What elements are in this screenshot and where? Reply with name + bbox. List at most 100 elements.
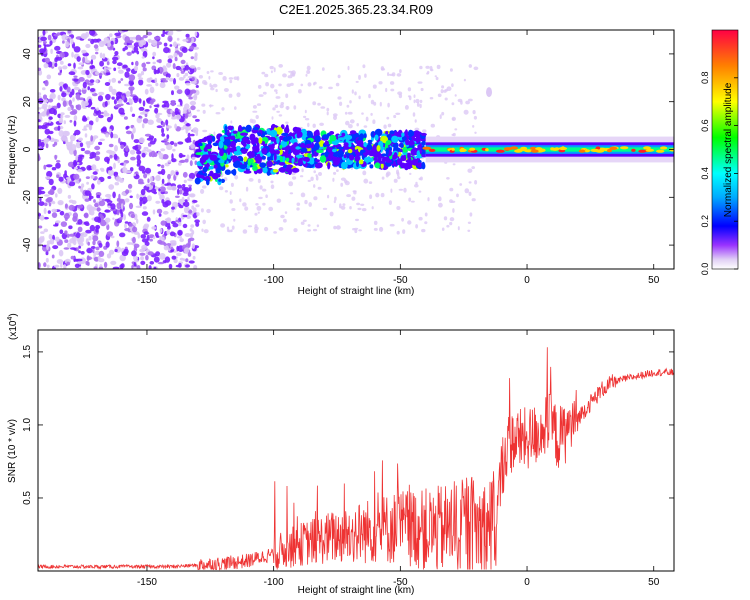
noise-blob — [164, 183, 169, 186]
band-blob — [213, 164, 218, 169]
band-blob — [275, 150, 280, 155]
halo-blob — [347, 111, 353, 115]
band-blob — [314, 135, 321, 143]
noise-blob — [171, 206, 175, 210]
band-blob — [318, 140, 325, 147]
noise-blob — [191, 205, 195, 210]
halo-blob — [385, 172, 389, 178]
y-tick-label: 40 — [22, 48, 33, 60]
noise-blob — [167, 222, 171, 229]
halo-blob — [317, 102, 321, 106]
noise-blob — [180, 59, 186, 65]
halo-blob — [358, 95, 361, 100]
band-blob — [321, 134, 330, 140]
band-blob — [373, 157, 378, 161]
halo-blob — [457, 98, 463, 103]
band-blob — [401, 136, 407, 141]
noise-blob — [152, 209, 156, 215]
halo-blob — [424, 221, 428, 225]
noise-blob — [38, 262, 41, 269]
noise-blob — [82, 81, 87, 89]
noise-blob — [136, 159, 142, 165]
noise-blob — [193, 55, 198, 62]
noise-blob — [104, 217, 111, 223]
band-blob — [281, 132, 289, 137]
noise-blob — [108, 166, 113, 171]
noise-blob — [69, 238, 76, 244]
noise-blob — [189, 100, 197, 106]
noise-blob — [67, 63, 72, 67]
band-blob — [314, 163, 323, 169]
noise-blob — [189, 228, 193, 232]
halo-blob — [242, 229, 248, 234]
noise-blob — [189, 67, 195, 74]
spectrogram-image — [38, 30, 674, 269]
noise-blob — [137, 144, 142, 150]
noise-blob — [123, 162, 127, 167]
noise-blob — [170, 249, 175, 252]
noise-blob — [63, 264, 67, 269]
noise-blob — [86, 116, 90, 121]
noise-blob — [107, 203, 113, 207]
noise-blob — [66, 86, 71, 93]
noise-blob — [60, 114, 64, 119]
halo-blob — [259, 185, 263, 190]
noise-blob — [159, 194, 165, 201]
noise-blob — [73, 115, 78, 121]
halo-blob — [286, 106, 289, 111]
noise-blob — [133, 266, 137, 269]
noise-blob — [84, 190, 91, 196]
noise-blob — [177, 184, 183, 189]
noise-blob — [56, 259, 64, 264]
noise-blob — [89, 79, 95, 83]
halo-blob — [354, 91, 357, 96]
halo-blob — [424, 212, 428, 217]
band-blob — [407, 152, 411, 159]
noise-blob — [55, 56, 63, 61]
noise-blob — [105, 72, 111, 76]
halo-blob — [380, 192, 385, 198]
band-blob — [354, 155, 361, 162]
noise-blob — [133, 139, 140, 144]
noise-blob — [147, 251, 154, 256]
noise-blob — [91, 183, 95, 190]
noise-blob — [118, 137, 121, 144]
noise-blob — [72, 97, 75, 102]
noise-blob — [62, 130, 69, 137]
noise-blob — [45, 176, 51, 180]
band-blob — [414, 132, 419, 137]
noise-blob — [128, 97, 132, 104]
halo-blob — [244, 206, 249, 211]
noise-blob — [185, 37, 192, 44]
noise-blob — [119, 178, 124, 183]
noise-blob — [167, 178, 171, 183]
noise-blob — [57, 125, 61, 131]
noise-blob — [43, 216, 49, 220]
y-tick-label: 1.0 — [22, 418, 33, 432]
noise-blob — [141, 56, 145, 59]
noise-blob — [38, 107, 42, 110]
noise-blob — [44, 79, 49, 87]
noise-blob — [142, 34, 148, 39]
noise-blob — [113, 153, 118, 160]
noise-blob — [189, 65, 196, 69]
band-blob — [272, 169, 279, 173]
band-blob — [396, 158, 403, 166]
noise-blob — [122, 47, 126, 52]
halo-blob — [230, 182, 234, 187]
noise-blob — [173, 52, 178, 58]
noise-blob — [166, 134, 170, 140]
halo-blob — [275, 91, 278, 95]
halo-blob — [429, 97, 434, 100]
noise-blob — [44, 44, 51, 47]
noise-blob — [153, 36, 161, 40]
band-blob — [416, 150, 420, 158]
noise-blob — [38, 189, 42, 195]
halo-blob — [307, 224, 311, 227]
halo-blob — [349, 119, 355, 124]
noise-blob — [183, 188, 189, 195]
band-blob — [421, 161, 426, 169]
halo-blob — [234, 175, 239, 180]
noise-blob — [80, 33, 88, 40]
noise-blob — [185, 33, 190, 38]
